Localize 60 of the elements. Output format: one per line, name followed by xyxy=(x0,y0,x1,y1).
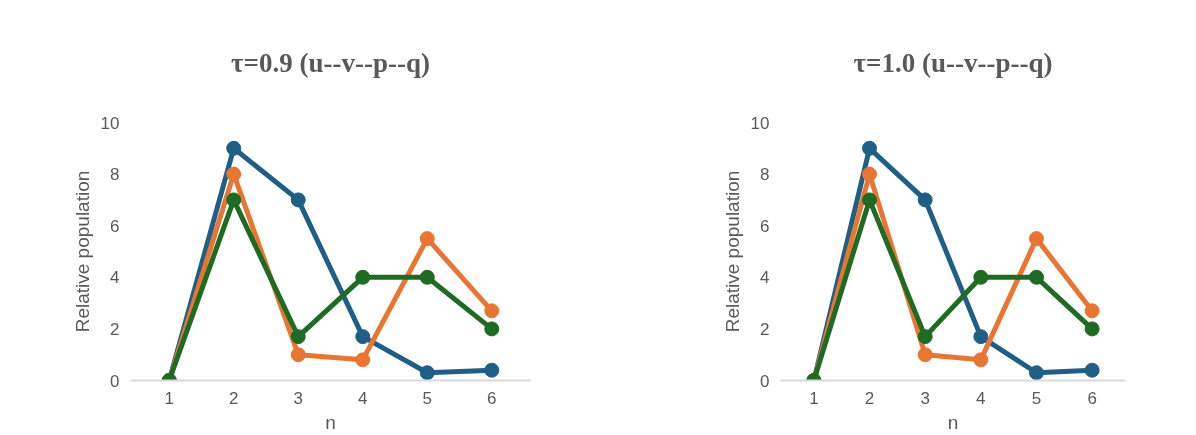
y-tick-label: 4 xyxy=(760,268,770,288)
y-tick-label: 10 xyxy=(100,113,120,133)
point xyxy=(355,352,371,368)
point xyxy=(355,329,371,345)
point xyxy=(290,347,306,363)
point xyxy=(1028,365,1044,381)
point xyxy=(1084,362,1100,378)
y-tick-label: 0 xyxy=(110,371,120,391)
x-tick-label: 4 xyxy=(976,388,986,408)
point xyxy=(226,140,242,156)
x-tick-label: 3 xyxy=(920,388,930,408)
y-tick-label: 2 xyxy=(110,319,120,339)
y-tick-label: 8 xyxy=(760,165,770,185)
point xyxy=(484,303,500,319)
point xyxy=(1028,231,1044,247)
point xyxy=(1084,303,1100,319)
point xyxy=(290,192,306,208)
point xyxy=(1084,321,1100,337)
x-tick-label: 5 xyxy=(422,388,433,408)
x-axis-title: n xyxy=(947,411,959,433)
chart-title: τ=0.9 (u--v--p--q) xyxy=(231,47,430,78)
x-tick-label: 1 xyxy=(164,388,174,408)
point xyxy=(973,329,989,345)
point xyxy=(226,166,242,182)
point xyxy=(973,269,989,285)
chart-title: τ=1.0 (u--v--p--q) xyxy=(853,47,1053,78)
y-tick-label: 8 xyxy=(110,165,120,185)
x-tick-label: 1 xyxy=(809,388,819,408)
point xyxy=(355,269,371,285)
x-tick-label: 6 xyxy=(487,388,497,408)
y-tick-label: 6 xyxy=(760,216,770,236)
point xyxy=(419,231,435,247)
point xyxy=(419,269,435,285)
y-tick-label: 6 xyxy=(110,216,120,236)
y-tick-label: 10 xyxy=(750,113,770,133)
x-axis-title: n xyxy=(325,411,336,433)
x-tick-label: 6 xyxy=(1087,388,1097,408)
point xyxy=(917,192,933,208)
point xyxy=(226,192,242,208)
x-tick-label: 3 xyxy=(293,388,303,408)
y-axis-title: Relative population xyxy=(721,170,743,333)
point xyxy=(419,365,435,381)
y-tick-label: 0 xyxy=(760,371,770,391)
x-tick-label: 2 xyxy=(229,388,239,408)
point xyxy=(917,347,933,363)
x-tick-label: 5 xyxy=(1031,388,1042,408)
point xyxy=(484,362,500,378)
point xyxy=(973,352,989,368)
y-tick-label: 4 xyxy=(110,268,120,288)
point xyxy=(862,166,878,182)
point xyxy=(484,321,500,337)
point xyxy=(1028,269,1044,285)
point xyxy=(917,329,933,345)
point xyxy=(862,140,878,156)
y-axis-title: Relative population xyxy=(71,170,93,333)
point xyxy=(290,329,306,345)
x-tick-label: 2 xyxy=(864,388,875,408)
point xyxy=(862,192,878,208)
y-tick-label: 2 xyxy=(760,319,770,339)
x-tick-label: 4 xyxy=(358,388,368,408)
